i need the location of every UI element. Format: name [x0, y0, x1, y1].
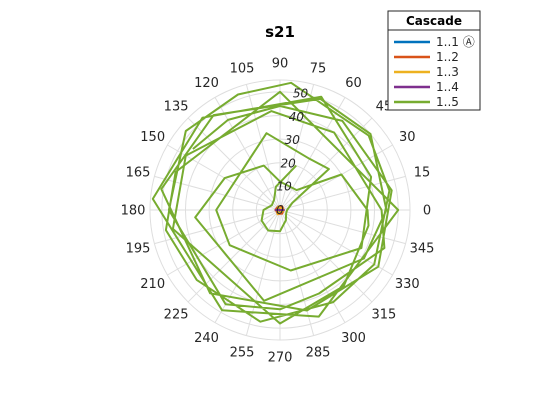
legend-label: 1..3: [436, 65, 459, 79]
legend: Cascade 1..1 Ⓐ1..21..31..41..5: [387, 10, 481, 111]
ring-40: [184, 114, 376, 306]
spoke-195: [154, 209, 281, 245]
angle-tick-label: 90: [272, 57, 289, 72]
legend-title: Cascade: [406, 14, 462, 28]
angle-tick-label: 135: [164, 100, 189, 115]
radial-tick-label: 0: [276, 203, 284, 217]
radial-tick-labels: 0 10 20 30 40 50: [276, 87, 308, 217]
angle-tick-label: 225: [164, 307, 189, 322]
chart-title: s21: [265, 23, 295, 41]
spoke-135: [187, 117, 281, 211]
angle-tick-label: 0: [423, 204, 431, 219]
spoke-300: [279, 209, 346, 323]
radial-tick-label: 50: [293, 87, 309, 101]
angle-tick-label: 30: [399, 130, 416, 145]
spoke-285: [279, 209, 315, 336]
spoke-315: [279, 209, 373, 303]
angle-tick-label: 15: [414, 166, 431, 181]
spoke-105: [245, 84, 281, 211]
angle-tick-label: 345: [410, 242, 435, 257]
radial-tick-label: 40: [289, 110, 305, 124]
spoke-45: [279, 117, 373, 211]
legend-label: 1..4: [436, 80, 459, 94]
series-layer: [151, 81, 400, 325]
radial-tick-label: 10: [276, 180, 292, 194]
angle-tick-label: 120: [194, 76, 219, 91]
series-line-5: [151, 81, 400, 325]
radial-tick-label: 30: [285, 133, 301, 147]
ring-10: [255, 185, 305, 235]
angle-tick-label: 180: [121, 204, 146, 219]
legend-label: 1..2: [436, 50, 459, 64]
angle-tick-label: 300: [341, 331, 366, 346]
legend-entries: 1..1 Ⓐ1..21..31..41..5: [394, 35, 475, 109]
ring-20: [232, 162, 328, 258]
legend-label: 1..1 Ⓐ: [436, 35, 475, 49]
angle-tick-label: 60: [345, 76, 362, 91]
angle-tick-label: 315: [371, 307, 396, 322]
angle-tick-label: 195: [126, 242, 151, 257]
angle-tick-label: 285: [306, 346, 331, 361]
spoke-75: [279, 84, 315, 211]
angle-tick-label: 75: [310, 62, 327, 77]
angle-tick-label: 105: [230, 62, 255, 77]
ring-30: [208, 138, 352, 282]
angle-tick-labels: 0153045607590105120135150165180195210225…: [121, 57, 435, 366]
spoke-30: [279, 144, 393, 211]
spoke-120: [214, 97, 281, 211]
angle-tick-label: 210: [140, 277, 165, 292]
angle-tick-label: 240: [194, 331, 219, 346]
radial-tick-label: 20: [281, 156, 297, 170]
legend-box: [387, 10, 481, 111]
angle-tick-label: 150: [140, 130, 165, 145]
outer-ring: [149, 79, 411, 341]
angle-tick-label: 270: [268, 351, 293, 366]
angle-tick-label: 255: [230, 346, 255, 361]
angle-tick-label: 165: [126, 166, 151, 181]
angle-tick-label: 330: [395, 277, 420, 292]
legend-label: 1..5: [436, 95, 459, 109]
